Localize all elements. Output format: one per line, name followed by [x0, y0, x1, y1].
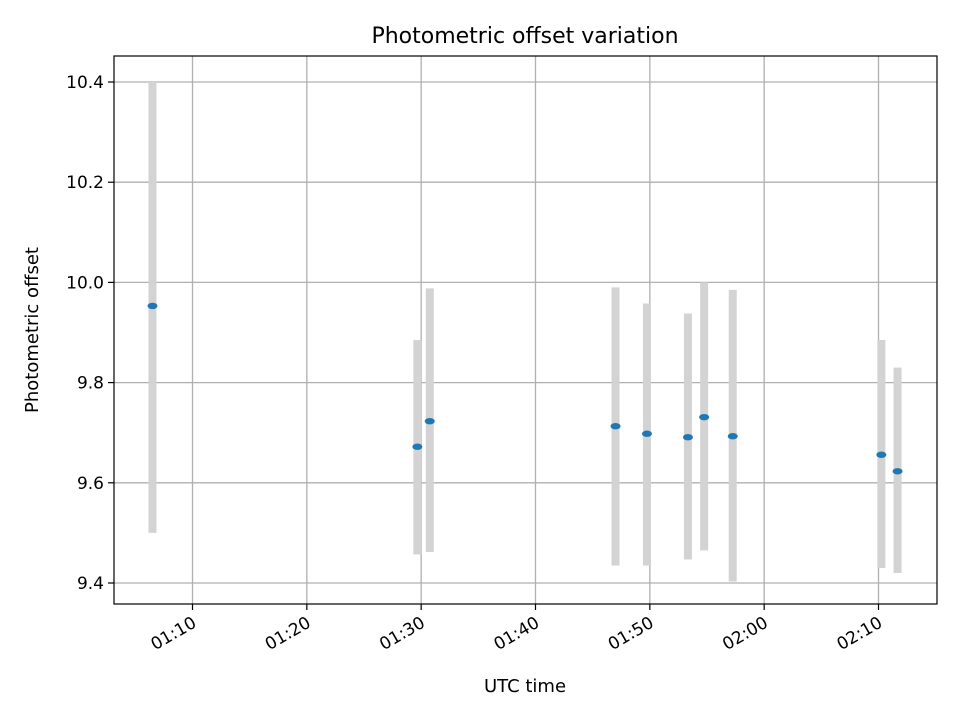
data-point — [424, 417, 435, 425]
data-point — [147, 302, 158, 310]
data-point — [610, 422, 621, 430]
y-tick-label: 10.0 — [66, 273, 104, 293]
plot-frame — [113, 55, 938, 605]
x-tick-label: 02:10 — [834, 613, 886, 655]
data-point — [641, 430, 652, 437]
y-axis-label: Photometric offset — [22, 247, 43, 413]
y-tick-label: 10.4 — [66, 73, 104, 93]
data-points — [147, 302, 903, 475]
data-point — [682, 434, 693, 441]
y-tick-label: 9.4 — [77, 574, 104, 594]
x-tick-label: 01:20 — [262, 613, 314, 655]
x-tick-label: 01:30 — [376, 613, 428, 655]
x-tick-label: 01:10 — [148, 613, 200, 655]
data-point — [892, 468, 903, 475]
error-bars — [148, 82, 902, 582]
data-point — [699, 413, 710, 421]
x-tick-label: 01:40 — [491, 613, 543, 655]
x-axis-label: UTC time — [484, 676, 566, 697]
x-tick-label: 02:00 — [719, 613, 771, 655]
data-point — [727, 433, 738, 440]
y-axis-ticks: 9.4 9.6 9.8 10.0 10.2 10.4 — [66, 73, 114, 594]
chart-title: Photometric offset variation — [371, 24, 678, 49]
y-tick-label: 9.8 — [77, 374, 104, 394]
data-point — [412, 443, 423, 450]
x-axis-ticks: 01:10 01:20 01:30 01:40 01:50 02:00 02:10 — [148, 604, 886, 655]
y-tick-label: 10.2 — [66, 173, 104, 193]
grid — [114, 56, 937, 604]
x-tick-label: 01:50 — [605, 613, 657, 655]
data-point — [876, 451, 887, 458]
y-tick-label: 9.6 — [77, 474, 104, 494]
